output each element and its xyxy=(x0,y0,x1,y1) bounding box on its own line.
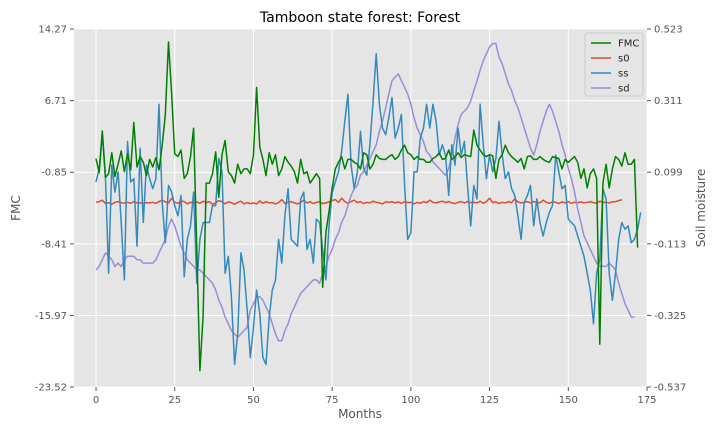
series-line-fmc xyxy=(95,41,639,372)
x-tick-label: 175 xyxy=(637,395,656,406)
legend-label: sd xyxy=(618,84,630,95)
right-y-tick-label: 0.311 xyxy=(654,96,683,107)
x-tick-label: 50 xyxy=(247,395,260,406)
left-y-tick-label: 6.71 xyxy=(45,96,67,107)
legend-label: FMC xyxy=(618,39,639,50)
right-y-tick-label: 0.099 xyxy=(654,168,683,179)
left-y-axis-label: FMC xyxy=(9,195,23,221)
legend: FMC s0 ss sd xyxy=(584,32,644,97)
right-y-tick-label: 0.523 xyxy=(654,25,683,36)
left-y-tick-label: 14.27 xyxy=(38,25,67,36)
series-line-s0 xyxy=(95,197,623,206)
series-lines xyxy=(95,41,642,372)
right-y-tick-label: -0.325 xyxy=(654,311,686,322)
right-y-tick-label: -0.113 xyxy=(654,239,686,250)
x-tick-label: 150 xyxy=(559,395,578,406)
x-axis-label: Months xyxy=(338,407,382,421)
legend-label: ss xyxy=(618,69,628,80)
x-tick-label: 100 xyxy=(401,395,420,406)
plot-area xyxy=(74,29,647,387)
left-y-tick-label: -0.85 xyxy=(41,168,67,179)
right-y-tick-labels: -0.537 -0.325 -0.113 0.099 0.311 0.523 xyxy=(647,25,686,394)
left-y-tick-label: -23.52 xyxy=(35,383,67,394)
x-tick-label: 0 xyxy=(93,395,99,406)
right-y-axis-label: Soil moisture xyxy=(694,169,708,247)
x-tick-label: 125 xyxy=(480,395,499,406)
x-tick-label: 25 xyxy=(168,395,181,406)
gridlines xyxy=(74,28,648,388)
left-y-tick-labels: -23.52 -15.97 -8.41 -0.85 6.71 14.27 xyxy=(35,25,74,394)
left-y-tick-label: -15.97 xyxy=(35,311,67,322)
x-tick-label: 75 xyxy=(326,395,339,406)
legend-box xyxy=(584,32,644,97)
legend-label: s0 xyxy=(618,54,630,65)
right-y-tick-label: -0.537 xyxy=(654,383,686,394)
chart-title: Tamboon state forest: Forest xyxy=(259,10,461,26)
x-tick-labels: 0 25 50 75 100 125 150 175 xyxy=(93,387,657,406)
left-y-tick-label: -8.41 xyxy=(41,239,67,250)
